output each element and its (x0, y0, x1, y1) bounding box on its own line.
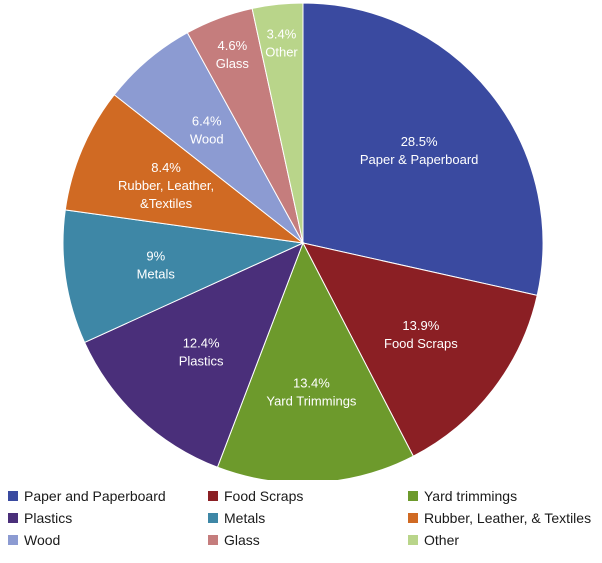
slice-name-label: Rubber, Leather, (118, 178, 214, 193)
legend-swatch (208, 534, 218, 545)
legend-label: Paper and Paperboard (24, 487, 166, 504)
slice-name-label: Metals (137, 266, 176, 281)
slice-name-label: Wood (190, 132, 224, 147)
slice-value-label: 13.9% (402, 318, 439, 333)
chart-legend: Paper and Paperboard Food Scraps Yard trim… (8, 486, 602, 549)
slice-value-label: 6.4% (192, 114, 222, 129)
pie-slice (302, 2, 544, 296)
slice-value-label: 4.6% (218, 38, 248, 53)
pie-chart: 28.5% Paper & Paperboard 13.9% Food Scraps 1… (62, 2, 544, 480)
pie-slice (83, 242, 304, 468)
legend-item: Paper and Paperboard (8, 486, 208, 505)
slice-name-label: Food Scraps (384, 336, 458, 351)
legend-item: Other (408, 530, 602, 549)
pie-labels: 28.5% Paper & Paperboard 13.9% Food Scraps 1… (118, 27, 478, 409)
slice-value-label: 8.4% (151, 160, 181, 175)
legend-swatch (8, 512, 18, 523)
slice-value-label: 3.4% (267, 27, 297, 42)
slice-name-label: &Textiles (140, 196, 193, 211)
legend-swatch (8, 490, 18, 501)
legend-swatch (408, 512, 418, 523)
legend-item: Rubber, Leather, & Textiles (408, 508, 602, 527)
legend-item: Glass (208, 530, 408, 549)
slice-value-label: 12.4% (183, 335, 220, 350)
pie-slice (251, 2, 304, 244)
legend-label: Food Scraps (224, 487, 304, 504)
slice-name-label: Plastics (179, 353, 224, 368)
legend-label: Rubber, Leather, & Textiles (424, 509, 592, 526)
slice-name-label: Yard Trimmings (266, 394, 357, 409)
legend-label: Glass (224, 531, 260, 548)
slice-value-label: 13.4% (293, 376, 330, 391)
legend-label: Other (424, 531, 460, 548)
slice-name-label: Paper & Paperboard (360, 152, 479, 167)
slice-value-label: 28.5% (401, 134, 438, 149)
legend-swatch (408, 490, 418, 501)
slice-value-label: 9% (146, 248, 165, 263)
legend-item: Wood (8, 530, 208, 549)
legend-label: Yard trimmings (424, 487, 518, 504)
legend-label: Wood (24, 531, 61, 548)
legend-swatch (208, 512, 218, 523)
pie-slice (302, 242, 538, 457)
legend-item: Plastics (8, 508, 208, 527)
legend-label: Metals (224, 509, 266, 526)
legend-item: Food Scraps (208, 486, 408, 505)
pie-slice (216, 241, 414, 480)
pie-slice (64, 94, 305, 244)
legend-swatch (8, 534, 18, 545)
slice-name-label: Glass (216, 56, 250, 71)
pie-slices (62, 2, 544, 480)
legend-label: Plastics (24, 509, 73, 526)
legend-item: Metals (208, 508, 408, 527)
slice-name-label: Other (265, 45, 298, 60)
pie-slice (62, 209, 305, 344)
legend-swatch (408, 534, 418, 545)
legend-item: Yard trimmings (408, 486, 602, 505)
legend-swatch (208, 490, 218, 501)
